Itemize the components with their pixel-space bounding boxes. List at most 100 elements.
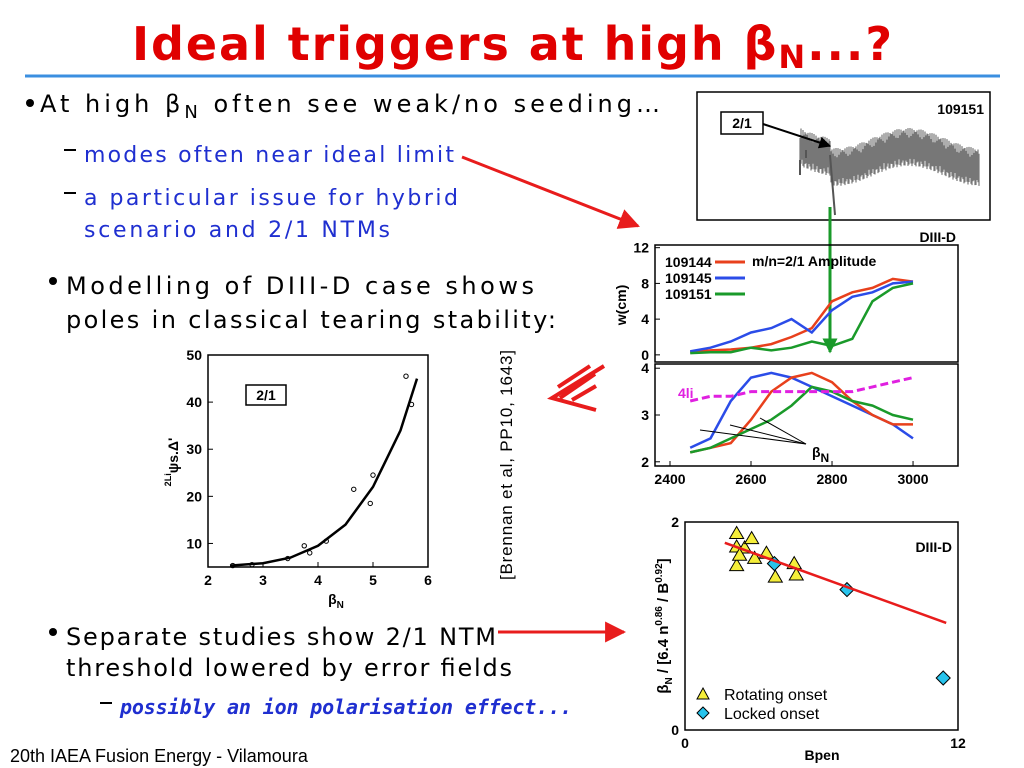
point — [370, 472, 376, 478]
y-tick-label: 12 — [633, 240, 649, 256]
chart-title: DIII-D — [919, 229, 956, 245]
plot-frame — [684, 521, 959, 731]
pointer-arrow — [461, 155, 640, 229]
y-tick-label: 20 — [186, 488, 202, 504]
y-tick-label: 10 — [186, 535, 202, 551]
title-tail: ...? — [807, 17, 892, 71]
point — [351, 486, 357, 492]
y-axis-label-part: β — [655, 685, 672, 694]
y-axis-label-sup: 2Li — [163, 473, 173, 486]
signal-noise — [799, 150, 836, 216]
sub-item: scenario and 2/1 NTMs — [84, 218, 390, 243]
box-label-frame — [245, 384, 287, 406]
legend-label: 109151 — [665, 286, 712, 302]
x-tick-label: 0 — [681, 735, 689, 751]
sub-item: possibly an ion polarisation effect... — [119, 695, 572, 719]
x-tick-label: 6 — [424, 572, 432, 588]
series-line — [689, 371, 914, 449]
x-tick-label: 2400 — [654, 471, 685, 487]
signal-label: 2/1 — [732, 115, 752, 131]
bullet — [26, 99, 34, 107]
annotation-sub: N — [821, 451, 830, 465]
sub-item: modes often near ideal limit — [84, 143, 454, 168]
bullet-text: poles in classical tearing stability: — [66, 306, 556, 334]
annotation: βN — [812, 444, 829, 465]
x-tick-label: 4 — [314, 572, 322, 588]
signal-noise — [799, 128, 980, 186]
bullet-text-part: often see weak/no seeding… — [202, 90, 660, 118]
x-tick-label: 3 — [259, 572, 267, 588]
y-axis-label-part: 0.92 — [654, 563, 665, 583]
x-tick-label: 3000 — [897, 471, 928, 487]
y-axis-label-text: ψs.Δ' — [165, 438, 181, 474]
series-line — [229, 378, 419, 567]
legend-label: Rotating onset — [724, 687, 828, 704]
y-axis-label-part: N — [664, 677, 675, 684]
series-line — [689, 385, 914, 454]
annotation-text: β — [812, 444, 821, 460]
x-axis-label-text: β — [328, 591, 337, 607]
series-label: 4li — [678, 385, 694, 401]
x-axis-label: Bpen — [805, 747, 840, 763]
legend-label: 109145 — [665, 270, 712, 286]
title-text: Ideal triggers at high β — [132, 17, 776, 71]
series-line — [689, 376, 914, 403]
sub-item: a particular issue for hybrid — [84, 186, 458, 211]
x-tick-label: 5 — [369, 572, 377, 588]
chart-title: DIII-D — [915, 539, 952, 555]
legend-swatch — [696, 706, 710, 720]
bullet-text: threshold lowered by error fields — [66, 654, 512, 682]
footer: 20th IAEA Fusion Energy - Vilamoura — [10, 746, 309, 766]
point — [367, 500, 373, 507]
y-axis-label: βN / [6.4 n0.86 / B0.92] — [654, 558, 675, 693]
signal-shot: 109151 — [937, 101, 984, 117]
legend-title: m/n=2/1 Amplitude — [752, 253, 877, 269]
x-axis-label: βN — [328, 591, 344, 611]
y-tick-label: 0 — [641, 347, 649, 363]
bullet-sub: N — [184, 102, 197, 123]
bullet-text: Separate studies show 2/1 NTM — [66, 623, 496, 651]
x-tick-label: 2 — [204, 572, 212, 588]
point — [935, 670, 951, 686]
y-tick-label: 50 — [186, 347, 202, 363]
plot-frame — [207, 354, 429, 568]
series-line — [724, 541, 947, 625]
legend-swatch — [696, 686, 710, 700]
annotation-line — [759, 417, 807, 445]
annotation-line — [699, 429, 807, 445]
y-tick-label: 3 — [641, 407, 649, 423]
slide-title: Ideal triggers at high βN...? — [132, 17, 892, 76]
y-axis-label: 2Liψs.Δ' — [163, 438, 181, 487]
series-line — [689, 371, 913, 454]
double-arrow — [547, 364, 606, 412]
point — [403, 373, 409, 379]
box-label: 2/1 — [256, 387, 276, 403]
legend-label: 109144 — [665, 254, 712, 270]
y-tick-label: 0 — [671, 722, 679, 738]
x-tick-label: 2800 — [816, 471, 847, 487]
signal-label-box — [720, 111, 764, 135]
signal-arrow — [762, 123, 832, 149]
x-axis-label-sub: N — [337, 600, 344, 611]
series-line — [690, 282, 914, 355]
y-axis-label-part: / B — [655, 583, 672, 607]
y-axis-label-part: ] — [655, 558, 672, 563]
plot-frame — [654, 244, 959, 363]
y-tick-label: 30 — [186, 441, 202, 457]
y-tick-label: 4 — [641, 360, 649, 376]
bullet — [49, 628, 57, 636]
y-axis-label-part: / [6.4 n — [655, 626, 672, 678]
bullet-text-part: At high β — [40, 90, 180, 118]
bullet — [49, 277, 57, 285]
y-tick-label: 4 — [641, 311, 649, 327]
y-axis-label: w(cm) — [613, 285, 629, 326]
point — [301, 543, 307, 549]
point — [788, 567, 805, 581]
point — [767, 569, 784, 583]
y-tick-label: 2 — [641, 454, 649, 470]
point — [743, 530, 760, 545]
y-tick-label: 2 — [671, 514, 679, 530]
y-tick-label: 8 — [641, 275, 649, 291]
title-sub: N — [778, 38, 805, 76]
